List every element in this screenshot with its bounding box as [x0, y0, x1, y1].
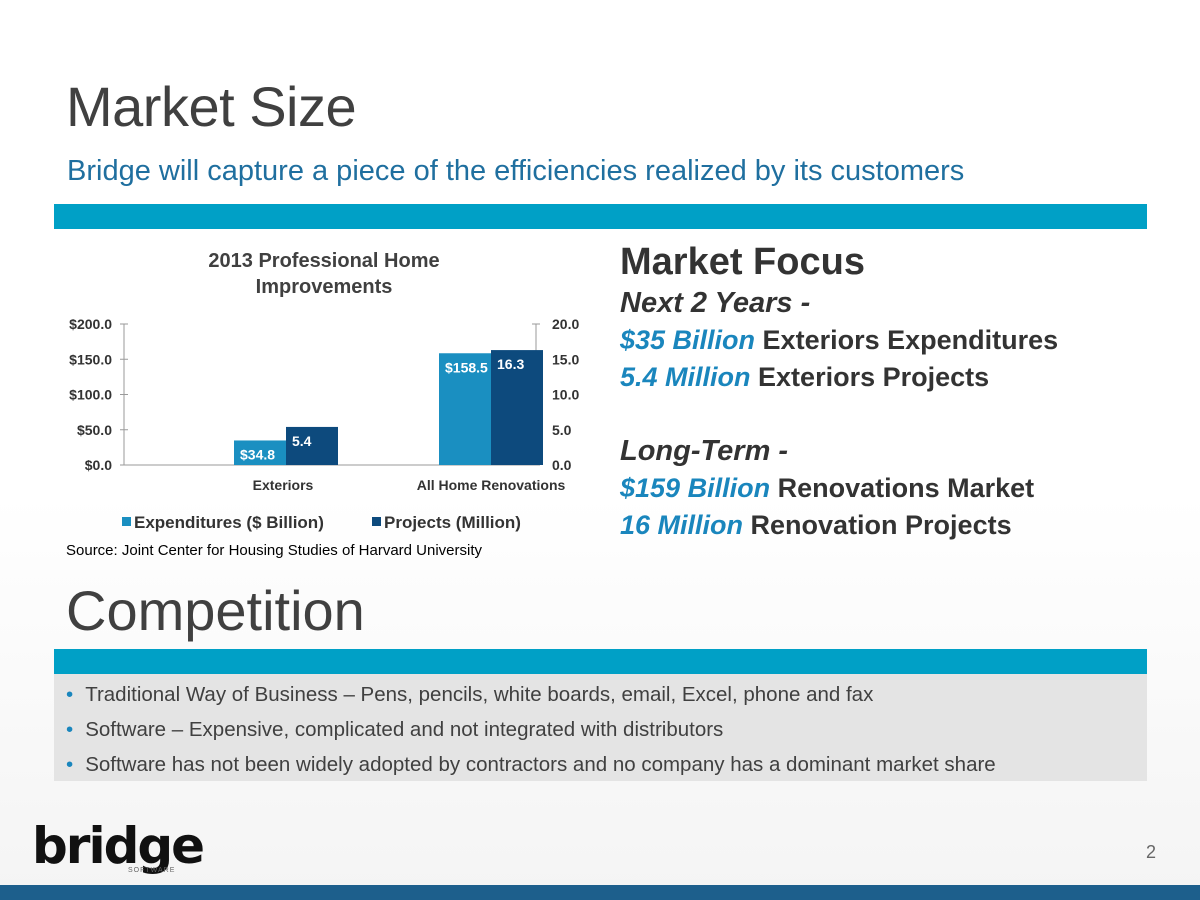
legend-swatch — [372, 517, 381, 526]
focus-item: 16 Million Renovation Projects — [620, 507, 1160, 544]
list-item-text: Software has not been widely adopted by … — [85, 753, 996, 776]
source-note: Source: Joint Center for Housing Studies… — [66, 542, 483, 559]
focus-text: Renovations Market — [770, 473, 1035, 503]
right-tick-label: 0.0 — [552, 457, 572, 473]
left-tick-label: $0.0 — [85, 457, 112, 473]
bar-data-label: $34.8 — [240, 446, 275, 462]
legend-label: Expenditures ($ Billion) — [134, 513, 324, 532]
left-tick-label: $200.0 — [69, 316, 112, 332]
bar — [439, 353, 491, 465]
bullet-icon: • — [66, 718, 74, 741]
slide-title: Market Size — [66, 75, 357, 138]
focus-text: Exteriors Projects — [750, 362, 990, 392]
competition-list: • Traditional Way of Business – Pens, pen… — [54, 674, 1147, 782]
list-item: • Traditional Way of Business – Pens, pen… — [66, 677, 1147, 712]
focus-item: 5.4 Million Exteriors Projects — [620, 359, 1160, 396]
list-item: • Software has not been widely adopted by… — [66, 747, 1147, 782]
list-item-text: Traditional Way of Business – Pens, penc… — [85, 683, 874, 706]
next-years-label: Next 2 Years - — [620, 287, 811, 319]
bar-data-label: 16.3 — [497, 356, 524, 372]
accent-band-middle — [54, 649, 1147, 674]
left-tick-label: $50.0 — [77, 422, 112, 438]
page-number: 2 — [1146, 842, 1157, 862]
bridge-logo: bridge SOFTWARE — [32, 820, 205, 880]
bullet-icon: • — [66, 683, 74, 706]
left-tick-label: $150.0 — [69, 351, 112, 367]
left-tick-label: $100.0 — [69, 387, 112, 403]
right-tick-label: 10.0 — [552, 387, 579, 403]
right-tick-label: 20.0 — [552, 316, 579, 332]
right-tick-label: 5.0 — [552, 422, 572, 438]
slide-subtitle: Bridge will capture a piece of the effic… — [67, 155, 965, 187]
focus-item: $35 Billion Exteriors Expenditures — [620, 322, 1160, 359]
x-category-label: All Home Renovations — [417, 477, 566, 493]
x-category-label: Exteriors — [253, 477, 314, 493]
list-item: • Software – Expensive, complicated and n… — [66, 712, 1147, 747]
bar-chart: 2013 Professional Home Improvements $200.0… — [54, 240, 604, 570]
focus-highlight: 5.4 Million — [620, 362, 751, 392]
chart-svg: 2013 Professional Home Improvements $200.0… — [69, 250, 579, 532]
legend-swatch — [122, 517, 131, 526]
logo-wordmark: bridge — [32, 817, 205, 875]
focus-highlight: $35 Billion — [620, 325, 756, 355]
market-focus-panel: Market Focus Next 2 Years - $35 Billion … — [620, 240, 1160, 544]
list-item-text: Software – Expensive, complicated and no… — [85, 718, 724, 741]
spacer — [620, 396, 1160, 432]
chart-title: Improvements — [256, 276, 393, 298]
bullet-icon: • — [66, 753, 74, 776]
footer-bar — [0, 885, 1200, 900]
focus-text: Exteriors Expenditures — [755, 325, 1059, 355]
logo-tagline: SOFTWARE — [128, 867, 176, 874]
bar-data-label: 5.4 — [292, 433, 312, 449]
accent-band-top — [54, 204, 1147, 229]
chart-title: 2013 Professional Home — [208, 250, 439, 272]
focus-item: $159 Billion Renovations Market — [620, 470, 1160, 507]
legend-label: Projects (Million) — [384, 513, 521, 532]
bar-data-label: $158.5 — [445, 359, 488, 375]
bar — [286, 426, 338, 465]
bar — [234, 440, 286, 465]
competition-box: • Traditional Way of Business – Pens, pen… — [54, 674, 1147, 781]
focus-highlight: 16 Million — [620, 510, 744, 540]
competition-title: Competition — [66, 579, 365, 642]
bar — [491, 350, 543, 465]
focus-text: Renovation Projects — [743, 510, 1012, 540]
right-tick-label: 15.0 — [552, 351, 579, 367]
focus-highlight: $159 Billion — [620, 473, 771, 503]
long-term-label: Long-Term - — [620, 435, 789, 467]
market-focus-heading: Market Focus — [620, 241, 865, 283]
